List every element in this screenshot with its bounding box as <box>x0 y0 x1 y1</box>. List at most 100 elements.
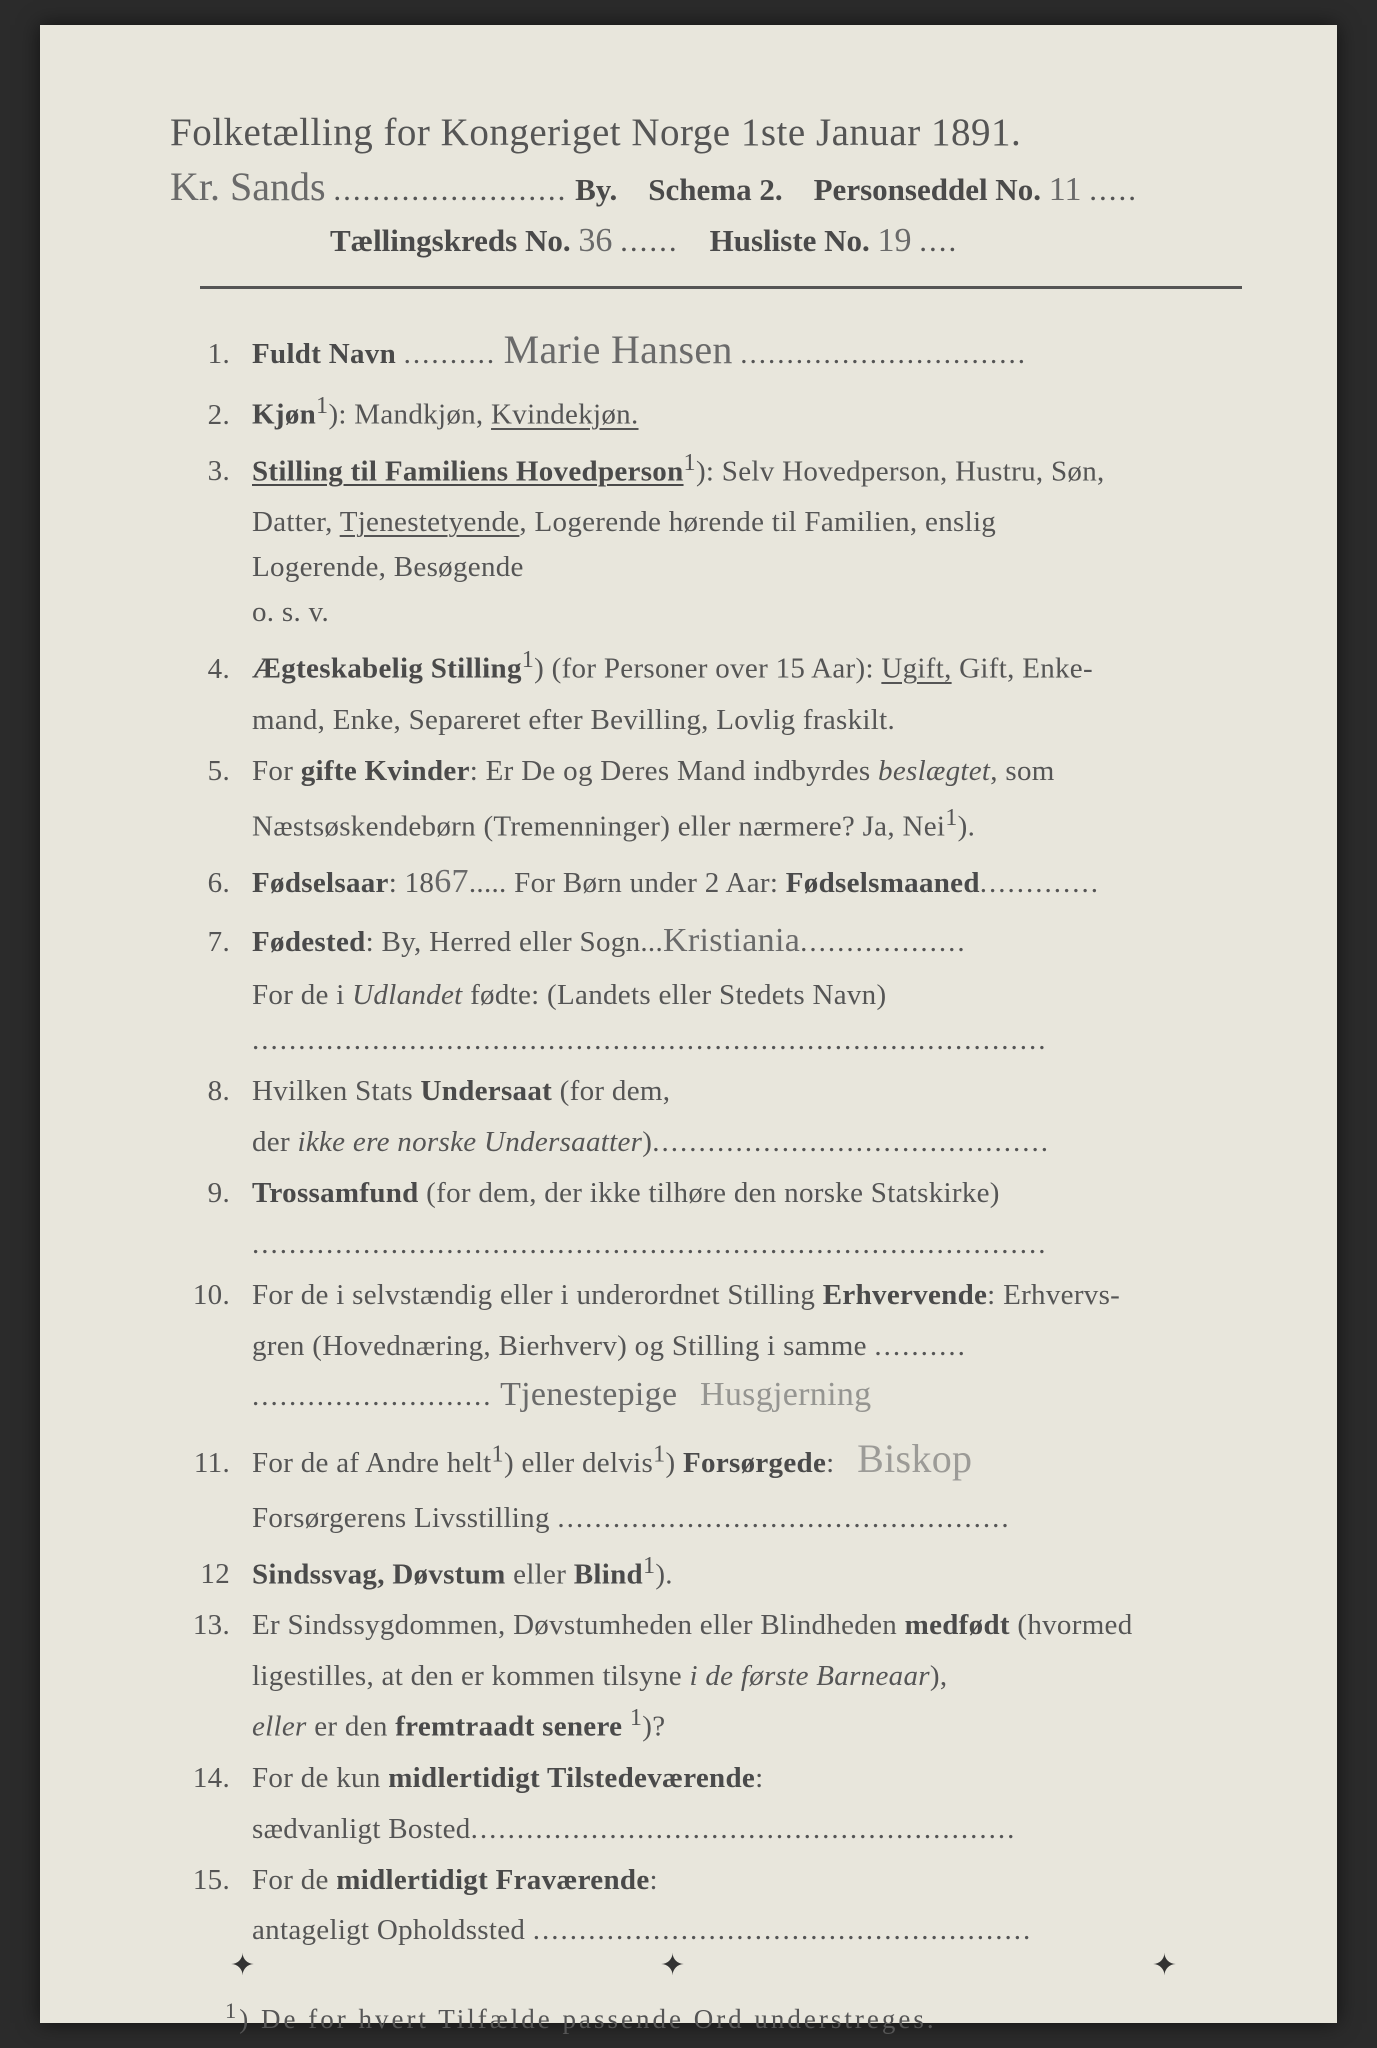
dots: .... <box>919 223 958 258</box>
q7-value: Kristiania <box>663 922 800 959</box>
q4-num: 4. <box>170 647 252 692</box>
q6-num: 6. <box>170 861 252 906</box>
q4-sup: 1 <box>522 646 534 673</box>
q5-ital: beslægtet <box>878 755 990 787</box>
tick-mark-mid: ✦ <box>660 1948 685 1983</box>
q9-blank: ........................................… <box>252 1222 1242 1267</box>
q3-cont1: Datter, Tjenestetyende, Logerende hørend… <box>252 500 1242 545</box>
census-form-page: Folketælling for Kongeriget Norge 1ste J… <box>40 25 1337 2023</box>
q3-label: Stilling til Familiens Hovedperson <box>252 455 684 487</box>
q5-label: gifte Kvinder <box>301 755 470 787</box>
q6-year: 67 <box>434 863 469 900</box>
dots: ........................ <box>333 172 567 207</box>
q8-cont: der ikke ere norske Undersaatter).......… <box>252 1120 1242 1165</box>
dots: ..... <box>1089 172 1138 207</box>
q4-cont: mand, Enke, Separeret efter Bevilling, L… <box>252 698 1242 743</box>
husliste-no: 19 <box>878 222 912 259</box>
q14-num: 14. <box>170 1756 252 1801</box>
q5-num: 5. <box>170 749 252 794</box>
q9-num: 9. <box>170 1171 252 1216</box>
q9: 9. Trossamfund (for dem, der ikke tilhør… <box>170 1171 1242 1216</box>
q2-label: Kjøn <box>252 399 316 431</box>
q15-num: 15. <box>170 1858 252 1903</box>
tick-mark-left: ✦ <box>230 1948 255 1983</box>
q6-label: Fødselsaar <box>252 867 389 899</box>
q7-num: 7. <box>170 920 252 965</box>
q3-cont3: o. s. v. <box>252 590 1242 635</box>
q7-blank: ........................................… <box>252 1018 1242 1063</box>
q10-num: 10. <box>170 1273 252 1318</box>
tkreds-no: 36 <box>578 222 612 259</box>
q11-label: Forsørgede <box>683 1447 826 1479</box>
by-label: By. <box>575 172 617 207</box>
q3: 3. Stilling til Familiens Hovedperson1):… <box>170 444 1242 495</box>
q13-label: medfødt <box>905 1609 1010 1641</box>
q9-text: (for dem, der ikke tilhøre den norske St… <box>419 1177 1000 1209</box>
q8-num: 8. <box>170 1069 252 1114</box>
q1-value: Marie Hansen <box>504 327 733 372</box>
q13-ital: i de første Barneaar <box>689 1660 929 1692</box>
q11: 11. For de af Andre helt1) eller delvis1… <box>170 1428 1242 1490</box>
q3-line1: ): Selv Hovedperson, Hustru, Søn, <box>696 455 1105 487</box>
dots: ...... <box>620 223 679 258</box>
q13-ital2: eller <box>252 1711 307 1743</box>
q8-label: Undersaat <box>421 1075 553 1107</box>
q13-cont2: eller er den fremtraadt senere 1)? <box>252 1699 1242 1750</box>
q7-cont: For de i Udlandet fødte: (Landets eller … <box>252 973 1242 1018</box>
q4-underlined: Ugift, <box>881 653 951 685</box>
q9-label: Trossamfund <box>252 1177 419 1209</box>
header-line-3: Tællingskreds No. 36 ...... Husliste No.… <box>330 222 1242 260</box>
q15: 15. For de midlertidigt Fraværende: <box>170 1858 1242 1903</box>
q12-label: Sindssvag, Døvstum <box>252 1558 506 1590</box>
q13-num: 13. <box>170 1603 252 1648</box>
q7: 7. Fødested: By, Herred eller Sogn...Kri… <box>170 915 1242 968</box>
q13: 13. Er Sindssygdommen, Døvstumheden elle… <box>170 1603 1242 1648</box>
tkreds-label: Tællingskreds No. <box>330 223 571 258</box>
q8-ital: ikke ere norske Undersaatter <box>297 1126 642 1158</box>
footnote-text: ) De for hvert Tilfælde passende Ord und… <box>239 2004 936 2034</box>
personseddel-no: 11 <box>1049 171 1082 208</box>
q1: 1. Fuldt Navn .......... Marie Hansen ..… <box>170 319 1242 381</box>
by-handwritten: Kr. Sands <box>170 164 326 209</box>
q2-sup: 1 <box>316 392 328 419</box>
q13-cont1: ligestilles, at den er kommen tilsyne i … <box>252 1654 1242 1699</box>
q2-text-a: ): Mandkjøn, <box>328 399 491 431</box>
divider <box>200 286 1242 289</box>
q15-cont: antageligt Opholdssted .................… <box>252 1908 1242 1953</box>
q12: 12 Sindssvag, Døvstum eller Blind1). <box>170 1547 1242 1598</box>
q11-cont: Forsørgerens Livsstilling ..............… <box>252 1496 1242 1541</box>
q4: 4. Ægteskabelig Stilling1) (for Personer… <box>170 641 1242 692</box>
main-title: Folketælling for Kongeriget Norge 1ste J… <box>170 110 1242 155</box>
q5: 5. For gifte Kvinder: Er De og Deres Man… <box>170 749 1242 794</box>
q10-cont: gren (Hovednæring, Bierhverv) og Stillin… <box>252 1324 1242 1369</box>
q5-cont: Næstsøskendebørn (Tremenninger) eller næ… <box>252 799 1242 850</box>
q11-num: 11. <box>170 1441 252 1486</box>
husliste-label: Husliste No. <box>710 223 870 258</box>
q7-ital: Udlandet <box>352 979 462 1011</box>
q3-cont2: Logerende, Besøgende <box>252 545 1242 590</box>
q14-cont: sædvanligt Bosted.......................… <box>252 1807 1242 1852</box>
q14-label: midlertidigt Tilstedeværende <box>388 1762 755 1794</box>
q8: 8. Hvilken Stats Undersaat (for dem, <box>170 1069 1242 1114</box>
q2-underlined: Kvindekjøn. <box>491 399 638 431</box>
q1-num: 1. <box>170 332 252 377</box>
q3-sup: 1 <box>684 449 696 476</box>
q7-label: Fødested <box>252 926 366 958</box>
q6-label2: Fødselsmaaned <box>786 867 980 899</box>
q3-num: 3. <box>170 449 252 494</box>
q12-num: 12 <box>170 1552 252 1597</box>
q10-label: Erhvervende <box>823 1279 987 1311</box>
header-line-2: Kr. Sands ........................ By. S… <box>170 163 1242 210</box>
q10-val: .......................... Tjenestepige … <box>252 1369 1242 1422</box>
q14: 14. For de kun midlertidigt Tilstedevære… <box>170 1756 1242 1801</box>
tick-mark-right: ✦ <box>1152 1948 1177 1983</box>
q3-underlined: Tjenestetyende <box>340 506 520 538</box>
q11-value: Biskop <box>857 1436 972 1481</box>
q13-label2: fremtraadt senere <box>395 1711 622 1743</box>
q10-value: Tjenestepige <box>500 1376 677 1413</box>
q12-label2: Blind <box>574 1558 643 1590</box>
q6: 6. Fødselsaar: 1867..... For Børn under … <box>170 856 1242 909</box>
q15-label: midlertidigt Fraværende <box>336 1864 649 1896</box>
q1-label: Fuldt Navn <box>252 338 396 370</box>
personseddel-label: Personseddel No. <box>814 172 1041 207</box>
